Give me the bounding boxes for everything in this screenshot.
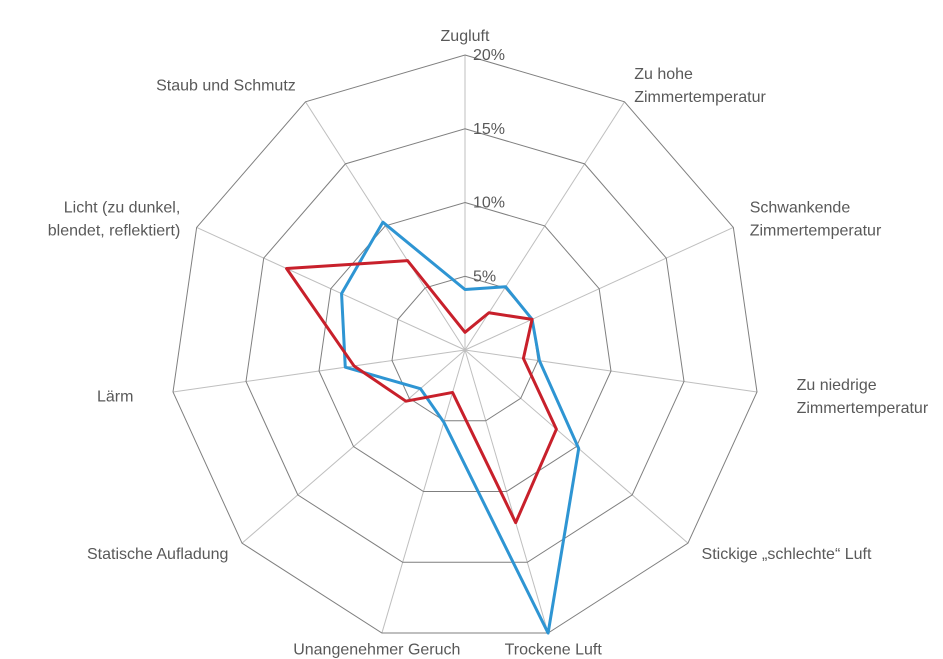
label-line: Zu niedrige [797,377,877,394]
label-line: Stickige „schlechte“ Luft [702,546,872,563]
tick-label: 5% [473,268,496,285]
label-line: Lärm [97,389,133,406]
label-line: Staub und Schmutz [156,78,296,95]
label-line: Zimmertemperatur [797,400,929,417]
category-label: Schwankende Zimmertemperatur [750,200,882,240]
label-line: blendet, reflektiert) [48,223,181,240]
label-line: Statische Aufladung [87,546,228,563]
category-label: Trockene Luft [505,642,603,659]
label-line: Unangenehmer Geruch [293,642,460,659]
label-line: Zimmertemperatur [750,223,882,240]
tick-label: 10% [473,195,505,212]
label-line: Zu hohe [634,66,693,83]
label-line: Trockene Luft [505,642,603,659]
category-label: Zu hohe Zimmertemperatur [634,66,766,106]
category-label: Stickige „schlechte“ Luft [702,546,872,563]
label-line: Zugluft [441,28,490,45]
category-label: Zugluft [441,28,490,45]
label-line: Schwankende [750,200,851,217]
tick-label: 15% [473,121,505,138]
series-line [340,220,581,635]
category-label: Staub und Schmutz [156,78,296,95]
category-label: Licht (zu dunkel, blendet, reflektiert) [48,200,181,240]
grid-ring [245,128,685,563]
category-label: Statische Aufladung [87,546,228,563]
tick-label: 20% [473,47,505,64]
category-label: Lärm [97,389,133,406]
series-line [285,259,558,525]
label-line: Zimmertemperatur [634,89,766,106]
grid-ring [318,201,612,493]
category-label: Unangenehmer Geruch [293,642,460,659]
grid-ring [172,54,758,634]
category-label: Zu niedrige Zimmertemperatur [797,377,929,417]
label-line: Licht (zu dunkel, [64,200,181,217]
